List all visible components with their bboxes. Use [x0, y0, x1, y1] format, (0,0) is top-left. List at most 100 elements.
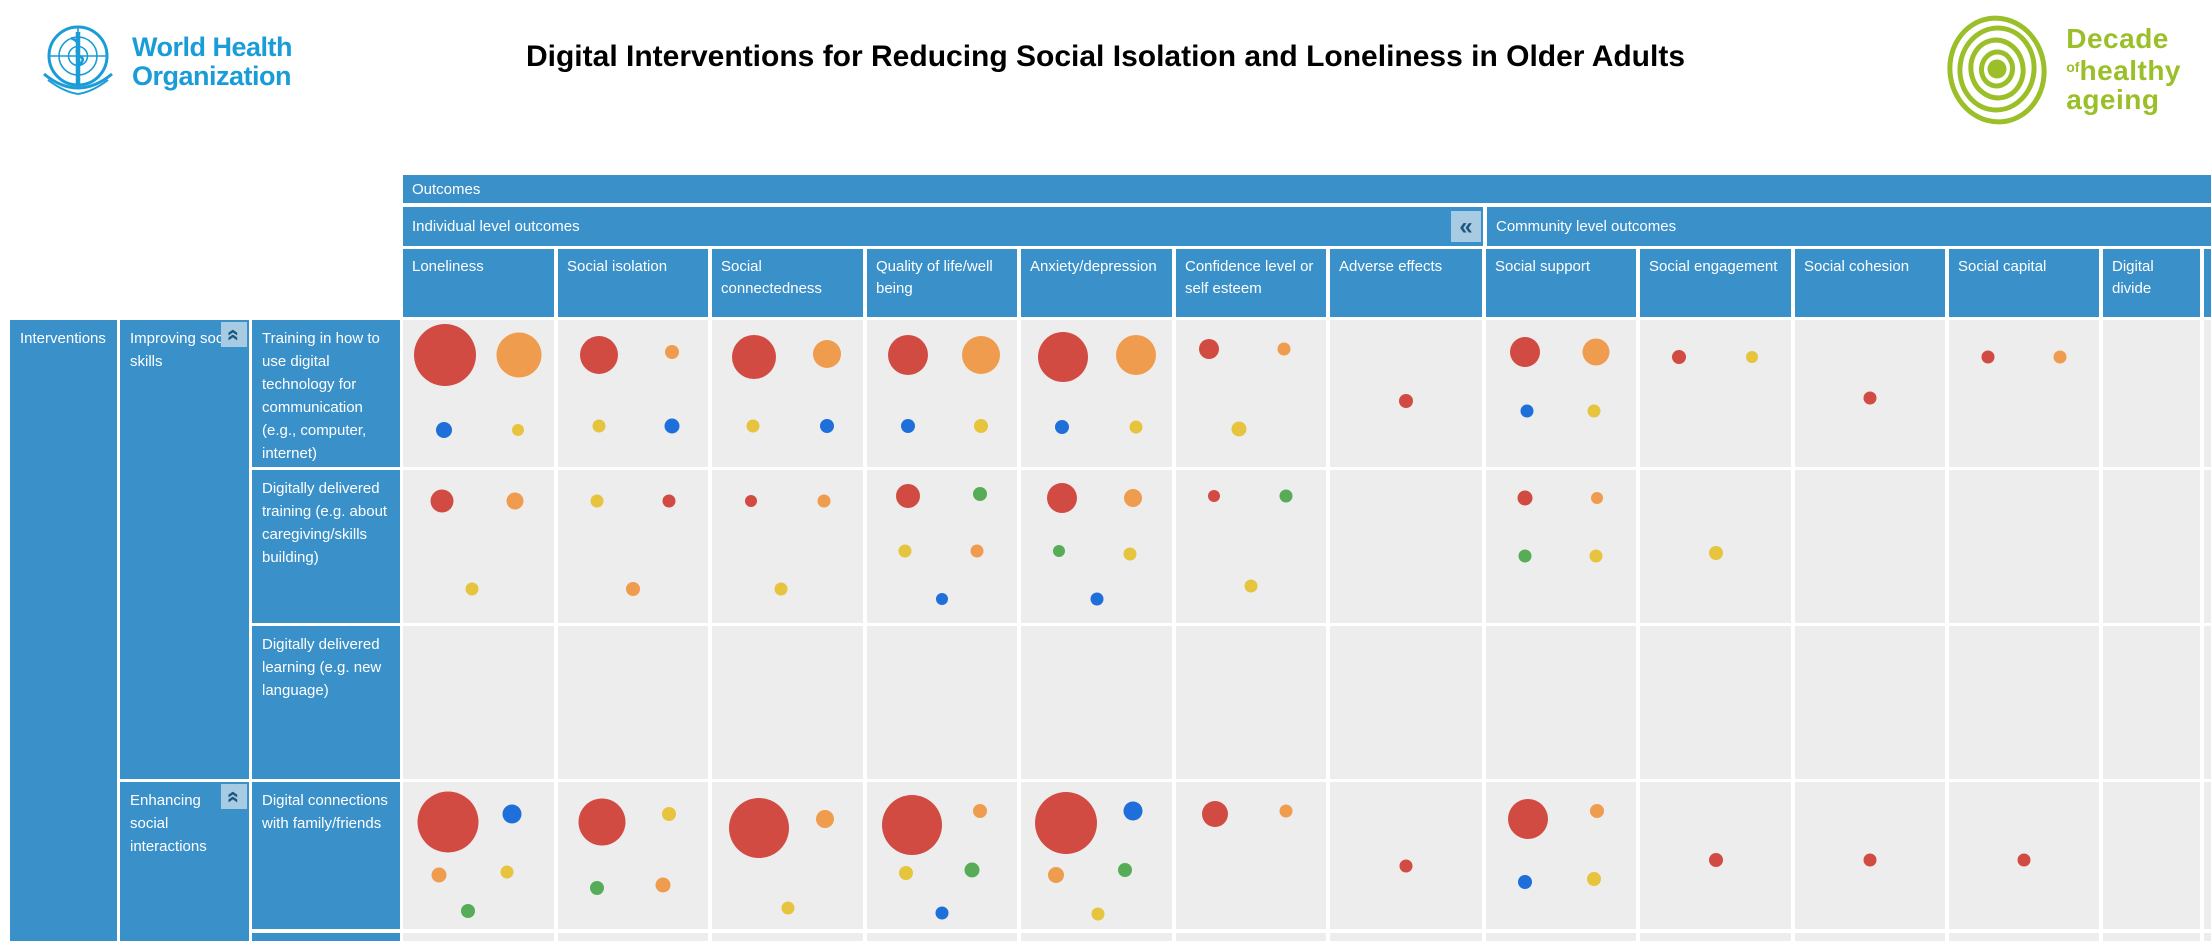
red-bubble[interactable]	[732, 334, 777, 379]
red-bubble[interactable]	[728, 797, 789, 858]
orange-bubble[interactable]	[1590, 804, 1604, 819]
orange-bubble[interactable]	[1047, 866, 1064, 883]
red-bubble[interactable]	[2017, 853, 2031, 867]
blue-bubble[interactable]	[664, 418, 680, 434]
orange-bubble[interactable]	[970, 544, 983, 558]
red-bubble[interactable]	[1202, 801, 1228, 828]
orange-bubble[interactable]	[962, 336, 1000, 375]
red-bubble[interactable]	[1863, 391, 1877, 405]
yellow-bubble[interactable]	[511, 424, 524, 437]
blue-bubble[interactable]	[1518, 874, 1532, 889]
green-bubble[interactable]	[460, 904, 475, 919]
yellow-bubble[interactable]	[974, 418, 988, 433]
collapse-individual-outcomes-button[interactable]: «	[1451, 211, 1481, 242]
orange-bubble[interactable]	[1582, 338, 1609, 366]
green-bubble[interactable]	[1052, 545, 1065, 558]
red-bubble[interactable]	[1038, 331, 1089, 382]
red-bubble[interactable]	[417, 791, 479, 853]
green-bubble[interactable]	[1118, 863, 1133, 878]
red-bubble[interactable]	[1672, 349, 1687, 364]
orange-bubble[interactable]	[655, 877, 671, 893]
yellow-bubble[interactable]	[1587, 404, 1601, 418]
yellow-bubble[interactable]	[1244, 579, 1258, 593]
orange-bubble[interactable]	[817, 494, 831, 508]
yellow-bubble[interactable]	[500, 865, 514, 879]
green-bubble[interactable]	[964, 862, 980, 878]
red-bubble[interactable]	[745, 494, 758, 507]
yellow-bubble[interactable]	[1091, 907, 1105, 921]
yellow-bubble[interactable]	[774, 582, 788, 596]
red-bubble[interactable]	[1035, 792, 1098, 855]
blue-bubble[interactable]	[1123, 801, 1143, 821]
yellow-bubble[interactable]	[899, 866, 913, 881]
red-bubble[interactable]	[1399, 859, 1413, 873]
row-label-digitally-delivered-training-e-g-about-c: Digitally delivered training (e.g. about…	[252, 470, 400, 623]
orange-bubble[interactable]	[812, 339, 841, 368]
blue-bubble[interactable]	[1090, 592, 1103, 606]
yellow-bubble[interactable]	[662, 807, 676, 822]
orange-bubble[interactable]	[1277, 342, 1291, 356]
yellow-bubble[interactable]	[1587, 872, 1601, 887]
red-bubble[interactable]	[1510, 337, 1540, 368]
red-bubble[interactable]	[895, 484, 920, 508]
red-bubble[interactable]	[1399, 393, 1413, 408]
yellow-bubble[interactable]	[898, 544, 911, 558]
yellow-bubble[interactable]	[1123, 547, 1137, 561]
red-bubble[interactable]	[882, 794, 942, 855]
red-bubble[interactable]	[414, 324, 477, 387]
red-bubble[interactable]	[1708, 852, 1723, 867]
collapse-group-button[interactable]: «	[221, 784, 247, 809]
red-bubble[interactable]	[578, 798, 625, 846]
yellow-bubble[interactable]	[1129, 420, 1143, 434]
blue-bubble[interactable]	[819, 418, 834, 433]
matrix-cell	[1795, 470, 1945, 623]
orange-bubble[interactable]	[1123, 488, 1142, 507]
blue-bubble[interactable]	[1054, 420, 1069, 435]
yellow-bubble[interactable]	[1231, 421, 1247, 437]
blue-bubble[interactable]	[935, 906, 949, 920]
orange-bubble[interactable]	[972, 804, 987, 819]
red-bubble[interactable]	[430, 489, 454, 513]
red-bubble[interactable]	[1981, 350, 1995, 364]
yellow-bubble[interactable]	[781, 901, 794, 915]
orange-bubble[interactable]	[431, 867, 447, 883]
orange-bubble[interactable]	[1115, 335, 1156, 376]
red-bubble[interactable]	[1207, 490, 1220, 502]
yellow-bubble[interactable]	[1589, 549, 1602, 563]
orange-bubble[interactable]	[816, 809, 835, 828]
orange-bubble[interactable]	[665, 345, 679, 360]
blue-bubble[interactable]	[1520, 404, 1533, 418]
green-bubble[interactable]	[972, 487, 987, 502]
green-bubble[interactable]	[1518, 549, 1532, 563]
yellow-bubble[interactable]	[592, 419, 605, 433]
green-bubble[interactable]	[590, 880, 604, 895]
orange-bubble[interactable]	[2053, 350, 2067, 364]
blue-bubble[interactable]	[900, 418, 915, 433]
red-bubble[interactable]	[1199, 339, 1219, 360]
collapse-group-button[interactable]: «	[221, 322, 247, 347]
yellow-bubble[interactable]	[1708, 545, 1723, 560]
red-bubble[interactable]	[887, 335, 928, 376]
orange-bubble[interactable]	[1591, 491, 1603, 504]
orange-bubble[interactable]	[506, 492, 524, 510]
yellow-bubble[interactable]	[465, 582, 479, 596]
green-bubble[interactable]	[1279, 489, 1292, 503]
orange-bubble[interactable]	[1279, 804, 1292, 818]
red-bubble[interactable]	[662, 494, 676, 508]
yellow-bubble[interactable]	[590, 494, 604, 508]
blue-bubble[interactable]	[502, 804, 522, 824]
yellow-bubble[interactable]	[1745, 350, 1758, 363]
matrix-cell	[1330, 470, 1482, 623]
orange-bubble[interactable]	[496, 332, 542, 378]
red-bubble[interactable]	[1046, 482, 1077, 513]
red-bubble[interactable]	[1863, 853, 1877, 867]
orange-bubble[interactable]	[626, 582, 640, 597]
chevron-double-left-icon: «	[1459, 212, 1473, 240]
yellow-bubble[interactable]	[746, 419, 760, 433]
red-bubble[interactable]	[1508, 798, 1548, 839]
red-bubble[interactable]	[1517, 490, 1533, 506]
blue-bubble[interactable]	[936, 592, 948, 605]
blue-bubble[interactable]	[435, 422, 452, 439]
red-bubble[interactable]	[579, 336, 618, 375]
